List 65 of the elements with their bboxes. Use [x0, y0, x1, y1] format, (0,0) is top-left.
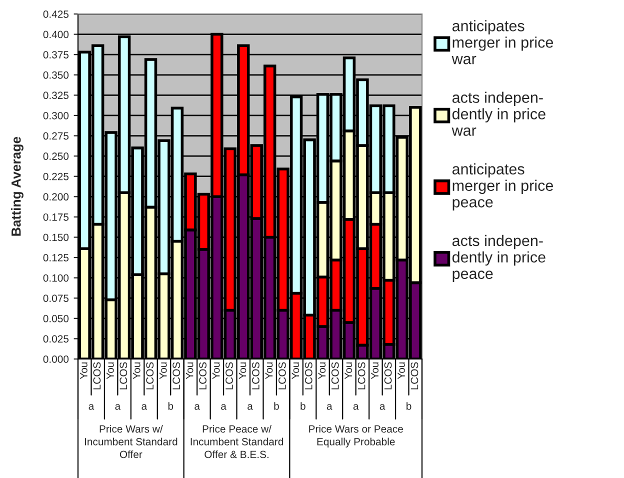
y-tick-label: 0.150: [43, 234, 69, 242]
text: b: [406, 402, 412, 410]
y-tick-label: 0.000: [43, 356, 69, 363]
text: a: [221, 404, 226, 410]
y-tick-label: 0.175: [43, 213, 69, 221]
x-tick-label: LCOS: [278, 362, 286, 390]
legend-label: anticipates merger in price peace: [452, 163, 554, 210]
text: b: [300, 402, 306, 410]
x-tick-label: You: [398, 362, 405, 380]
x-tick-label: You: [238, 362, 246, 380]
y-tick-label: 0.225: [43, 172, 69, 180]
x-tick-label: LCOS: [93, 362, 101, 390]
x-tick-label: You: [344, 362, 352, 380]
y-tick-label: 0.100: [43, 274, 69, 282]
text: a: [353, 404, 359, 410]
x-tick-label: You: [80, 362, 88, 380]
y-tick-label: 0.125: [43, 254, 69, 262]
y-tick-label: 0.425: [43, 10, 69, 18]
text: a: [326, 404, 332, 410]
x-tick-label: LCOS: [199, 362, 206, 390]
x-tick-label: You: [106, 362, 114, 380]
x-tick-label: LCOS: [304, 362, 312, 390]
y-tick-label: 0.025: [43, 335, 69, 343]
x-tick-label: You: [212, 362, 220, 380]
x-tick-label: LCOS: [410, 362, 418, 390]
text: a: [248, 404, 253, 410]
text: a: [380, 404, 386, 410]
legend-label: acts indepen- dently in price war: [452, 92, 546, 136]
text: Price Wars w/ Incumbent Standard Offer: [84, 425, 178, 458]
text: b: [168, 402, 174, 410]
text: b: [274, 402, 279, 410]
legend-label: anticipates merger in price war: [452, 20, 554, 64]
y-tick-label: 0.050: [43, 314, 69, 322]
y-tick-label: 0.075: [43, 294, 69, 302]
x-tick-label: LCOS: [331, 362, 339, 390]
y-tick-label: 0.400: [43, 30, 69, 38]
x-tick-label: LCOS: [384, 362, 392, 390]
y-tick-label: 0.200: [43, 193, 69, 201]
text: Price Peace w/ Incumbent Standard Offer & B.E.S.: [190, 425, 284, 458]
text: a: [142, 404, 148, 410]
y-tick-label: 0.350: [43, 71, 69, 79]
text: Price Wars or Peace Equally Probable: [309, 425, 403, 448]
text: a: [194, 404, 200, 410]
x-tick-label: You: [371, 362, 378, 380]
text: a: [115, 404, 121, 410]
x-tick-label: You: [265, 362, 273, 380]
x-tick-label: You: [292, 362, 300, 380]
y-tick-label: 0.300: [43, 112, 69, 120]
x-tick-label: You: [186, 362, 194, 380]
x-tick-label: LCOS: [146, 362, 154, 390]
y-tick-label: 0.325: [43, 92, 69, 100]
x-tick-label: You: [133, 362, 140, 380]
x-tick-label: LCOS: [252, 362, 260, 390]
x-tick-label: LCOS: [358, 362, 366, 390]
x-tick-label: LCOS: [120, 362, 128, 390]
x-tick-label: You: [160, 362, 167, 380]
y-axis-title: Batting Average: [11, 136, 24, 236]
x-tick-label: LCOS: [172, 362, 180, 390]
x-tick-label: You: [318, 362, 326, 380]
y-tick-label: 0.275: [43, 132, 69, 140]
text: a: [88, 404, 94, 410]
x-tick-label: LCOS: [226, 362, 233, 390]
y-tick-label: 0.375: [43, 51, 69, 58]
legend-label: acts indepen- dently in price peace: [452, 234, 546, 282]
y-tick-label: 0.250: [43, 152, 69, 160]
